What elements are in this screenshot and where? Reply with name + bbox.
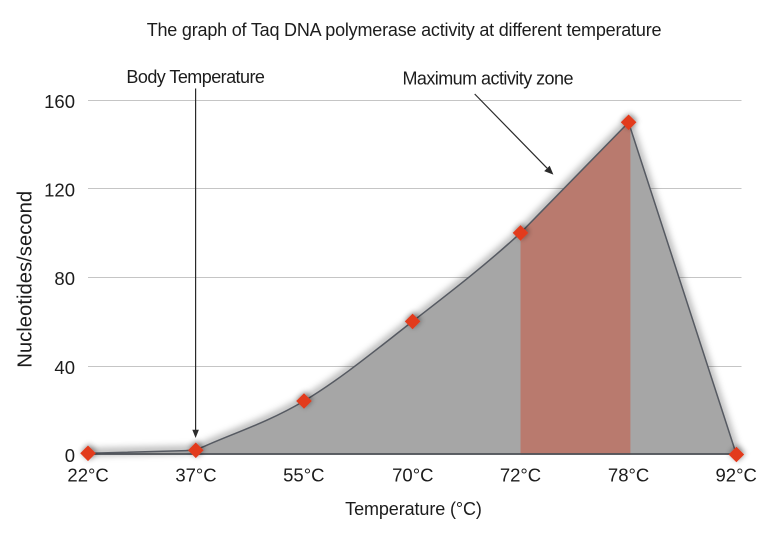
svg-text:Nucleotides/second: Nucleotides/second (15, 191, 37, 368)
svg-text:55°C: 55°C (283, 465, 324, 486)
svg-text:70°C: 70°C (392, 465, 433, 486)
svg-text:40: 40 (54, 357, 75, 378)
svg-text:120: 120 (44, 180, 75, 201)
svg-text:22°C: 22°C (67, 465, 108, 486)
svg-text:78°C: 78°C (608, 465, 649, 486)
svg-text:72°C: 72°C (500, 465, 541, 486)
svg-text:80: 80 (54, 268, 75, 289)
svg-text:Body Temperature: Body Temperature (126, 67, 264, 87)
svg-text:The graph of Taq DNA polymeras: The graph of Taq DNA polymerase activity… (147, 20, 662, 40)
svg-text:Maximum activity zone: Maximum activity zone (402, 69, 573, 89)
svg-text:0: 0 (65, 445, 75, 466)
svg-text:160: 160 (44, 91, 75, 112)
svg-text:37°C: 37°C (175, 465, 216, 486)
svg-text:Temperature (°C): Temperature (°C) (345, 499, 482, 519)
svg-text:92°C: 92°C (716, 465, 757, 486)
